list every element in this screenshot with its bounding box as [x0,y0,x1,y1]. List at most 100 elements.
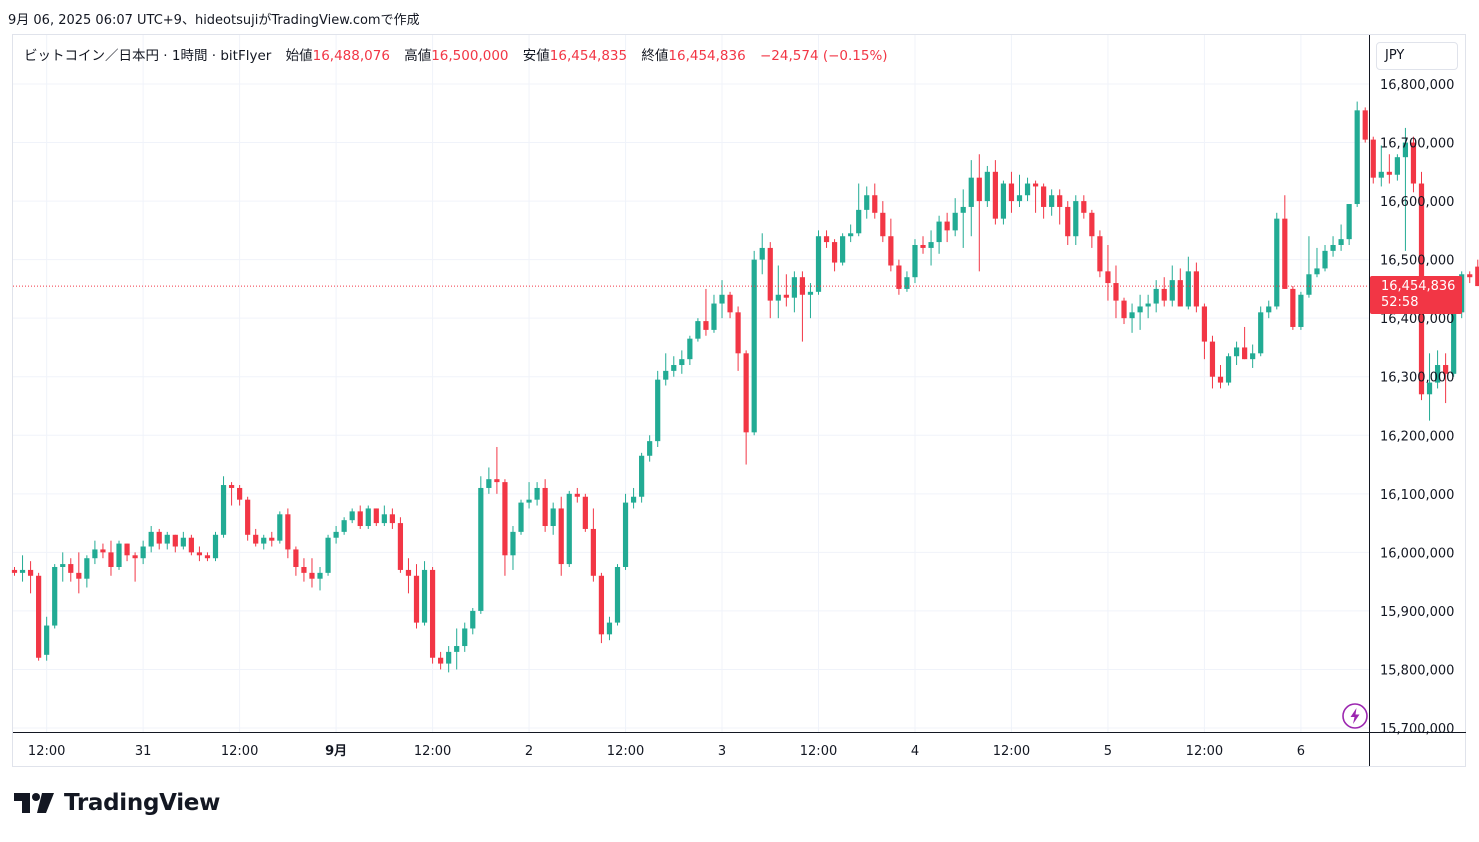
price-axis: 16,800,000 16,700,000 16,600,000 16,500,000… [1369,35,1454,766]
time-tick-label: 12:00 [414,744,451,759]
currency-selector[interactable]: JPY [1376,42,1458,70]
candles [11,101,1479,673]
candle [413,564,420,629]
candle-body [1105,271,1111,284]
candle-body [277,514,283,541]
price-tick-label: 16,100,000 [1380,488,1454,503]
candle [1467,271,1473,284]
time-tick-label: 6 [1297,744,1305,759]
candle-body [44,625,50,655]
time-tick-label: 12:00 [28,744,65,759]
candle-body [1250,353,1256,360]
candle [357,505,363,529]
candle-body [389,514,395,524]
candle-body [848,233,854,237]
candle-body [767,247,773,301]
candle [888,218,894,272]
candle-body [454,646,460,652]
symbol-title[interactable]: ビットコイン／日本円 · 1時間 · bitFlyer [24,48,272,64]
candle-body [413,575,420,623]
time-tick-label: 12:00 [800,744,837,759]
candle [309,558,315,588]
candle [405,558,412,594]
candle [904,271,910,292]
candle-body [52,567,58,626]
candle-body [856,209,862,234]
candle [301,558,307,582]
candle-body [293,549,299,567]
candle-body [904,277,910,289]
candle [727,291,733,319]
candle-body [148,531,154,547]
candle [1258,306,1264,357]
candle [116,540,122,570]
candle [1177,268,1183,307]
candle [775,265,781,319]
candle [952,198,958,237]
candle [767,242,773,319]
candle-body [1443,365,1449,374]
candle [574,487,580,503]
candle-body [1362,110,1368,140]
candle [534,482,540,506]
candle-body [1089,212,1095,237]
candle [365,505,371,529]
candle-body [172,534,178,547]
candle [1121,297,1127,325]
candle-body [622,502,629,567]
candle [293,546,299,576]
candle [1475,259,1479,287]
price-tick-label: 16,000,000 [1380,546,1454,561]
candle-body [341,520,347,532]
candle-body [237,487,243,500]
candle [196,546,203,562]
candle-body [253,534,259,544]
candle [1016,174,1023,207]
candle [848,224,854,243]
candle [212,531,219,562]
candle [438,651,444,670]
candle-body [1145,303,1151,307]
candle-body [1177,280,1183,307]
candle-body [928,242,934,248]
candle-body [791,277,797,298]
candle [1153,280,1159,313]
candle-body [888,236,894,266]
candle-body [1314,268,1320,275]
candle-body [446,651,452,664]
candle-body [606,622,613,635]
candle-body [470,610,476,629]
candle [719,280,725,319]
candle [1394,154,1400,181]
candle [373,508,379,527]
time-tick-label: 12:00 [1186,744,1223,759]
close-value: 16,454,836 [668,48,746,64]
tradingview-logo[interactable]: TradingView [14,790,220,816]
candle [84,555,90,588]
candle-body [438,657,444,664]
candle [783,274,789,307]
lightning-icon[interactable] [1341,702,1369,730]
candle [1032,180,1039,213]
candle-body [1386,171,1392,175]
low-label: 安値 [522,48,550,64]
candle [1290,285,1296,330]
price-tick-label: 16,400,000 [1380,312,1454,327]
candle [1426,353,1433,421]
candle-body [719,294,725,304]
candle [478,476,484,614]
candle-body [124,543,130,556]
candle [896,259,902,295]
candle-body [1274,218,1280,307]
candle-body [984,171,990,202]
candle [663,353,669,386]
candle-body [566,493,572,565]
time-tick-label: 12:00 [993,744,1030,759]
candle-body [518,502,524,532]
candle-body [1282,218,1288,289]
candle [1041,183,1047,219]
candle-body [864,195,870,210]
candle-body [1322,250,1328,269]
open-label: 始値 [285,48,313,64]
